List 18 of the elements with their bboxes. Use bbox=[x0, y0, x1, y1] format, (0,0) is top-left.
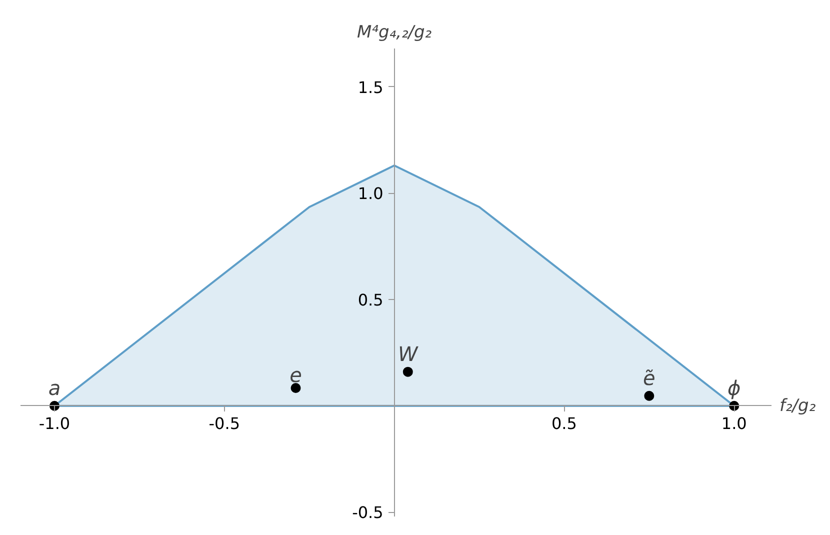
x-axis-title: f₂/g₂ bbox=[780, 396, 816, 416]
x-tick-label: -1.0 bbox=[38, 414, 70, 433]
y-tick-label: 1.0 bbox=[358, 184, 384, 204]
annotation: W bbox=[398, 342, 420, 366]
point bbox=[402, 366, 413, 377]
point bbox=[290, 383, 301, 394]
x-tick-label: 1.0 bbox=[721, 414, 747, 433]
y-tick-label: 0.5 bbox=[358, 290, 384, 310]
y-axis-title: M⁴g₄,₂/g₂ bbox=[356, 22, 432, 42]
y-tick-label: 1.5 bbox=[358, 78, 384, 97]
x-tick-label: 0.5 bbox=[551, 414, 577, 433]
annotation: e bbox=[290, 363, 302, 388]
annotation: ϕ bbox=[728, 376, 741, 400]
x-tick-label: -0.5 bbox=[208, 414, 240, 433]
point bbox=[644, 390, 654, 401]
annotation: a bbox=[48, 376, 61, 400]
y-tick-label: -0.5 bbox=[352, 503, 384, 522]
annotation: ẽ bbox=[643, 366, 656, 390]
